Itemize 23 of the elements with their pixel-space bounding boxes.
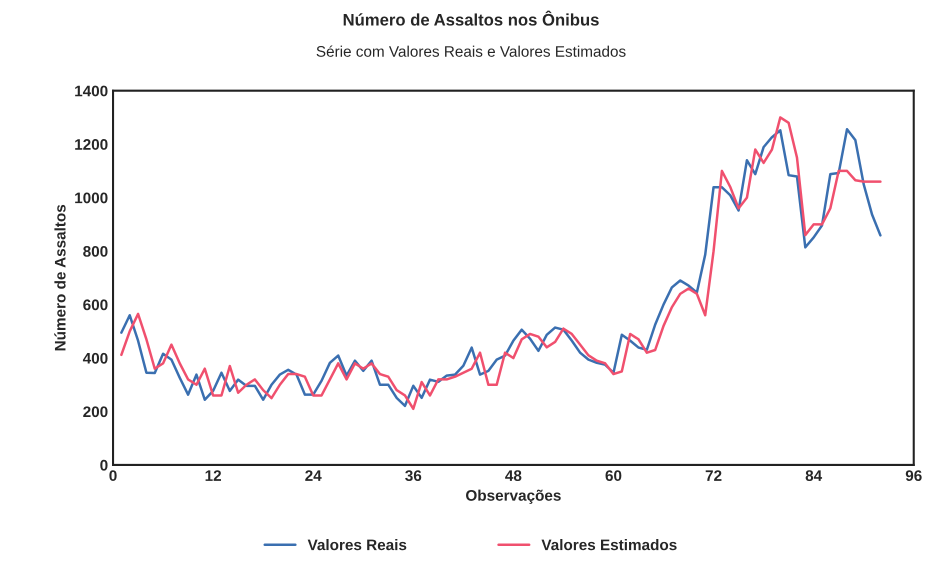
x-tick-label: 96 [906,470,922,482]
y-tick-label: 800 [83,246,108,257]
chart-subtitle: Série com Valores Reais e Valores Estimados [316,45,626,57]
x-tick-label: 72 [706,470,722,481]
y-axis-title: Número de Assaltos [54,204,66,350]
legend-label: Valores Estimados [541,539,677,550]
x-tick-label: 12 [206,470,222,481]
x-tick-label: 60 [606,470,622,482]
x-tick-label: 24 [305,470,322,481]
y-tick-label: 1000 [75,192,108,204]
y-tick-label: 600 [83,299,108,310]
x-axis-title: Observações [466,490,561,504]
x-tick-label: 36 [405,470,422,482]
y-tick-label: 0 [100,460,108,471]
chart-title: Número de Assaltos nos Ônibus [344,10,599,26]
y-tick-label: 1200 [75,139,108,150]
y-tick-label: 400 [82,352,108,364]
y-tick-label: 200 [83,406,108,418]
x-tick-label: 84 [806,470,822,482]
legend-label: Valores Reais [308,539,406,550]
y-tick-label: 1400 [75,86,108,96]
x-tick-label: 0 [109,470,117,482]
x-tick-label: 48 [505,470,522,482]
